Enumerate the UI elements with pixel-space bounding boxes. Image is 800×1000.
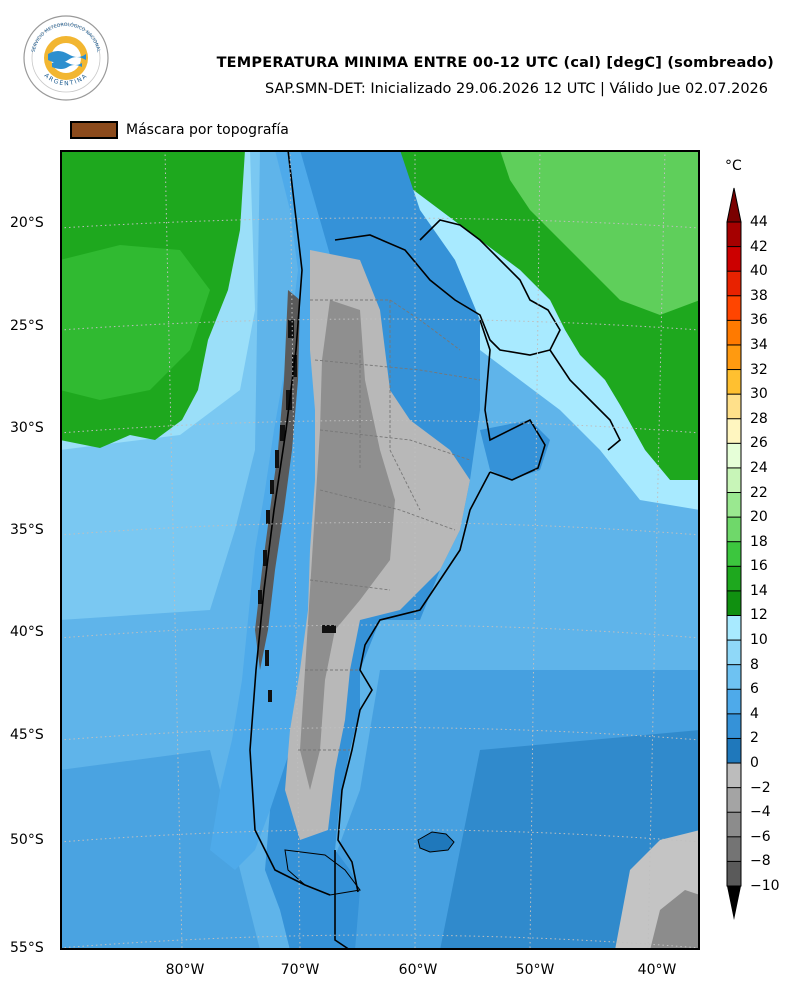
- colorbar-swatch: [727, 689, 741, 715]
- colorbar-tick-label: 0: [750, 755, 759, 772]
- lat-label-35s: 35°S: [10, 522, 44, 538]
- colorbar-swatch: [727, 738, 741, 764]
- lon-label-60w: 60°W: [398, 962, 438, 978]
- colorbar-swatch: [727, 861, 741, 887]
- colorbar-swatch: [727, 222, 741, 248]
- province-borders: [298, 299, 481, 751]
- colorbar-tick-label: 12: [750, 607, 768, 624]
- topography-mask-legend: Máscara por topografía: [70, 121, 289, 139]
- colorbar-swatch: [727, 320, 741, 346]
- smn-logo: SERVICIO METEOROLÓGICO NACIONAL ARGENTIN…: [23, 15, 109, 101]
- colorbar-swatch: [727, 566, 741, 592]
- colorbar-extend-bottom: [727, 886, 741, 920]
- colorbar-swatch: [727, 467, 741, 494]
- lon-label-40w: 40°W: [637, 962, 677, 978]
- colorbar: [726, 187, 742, 920]
- colorbar-tick-label: 42: [750, 238, 768, 255]
- colorbar-tick-label: 16: [750, 558, 768, 575]
- pacific-south-cool: [60, 750, 260, 950]
- colorbar-swatch: [727, 517, 741, 543]
- map-frame: [60, 150, 700, 950]
- colorbar-tick-label: 22: [750, 484, 768, 501]
- colorbar-tick-label: 20: [750, 509, 768, 526]
- topography-mask-label: Máscara por topografía: [126, 122, 289, 138]
- southeast-cold-dark: [650, 890, 700, 950]
- colorbar-tick-label: 30: [750, 386, 768, 403]
- argentina-cold-dark: [300, 300, 395, 790]
- colorbar-swatch: [727, 590, 741, 616]
- colorbar-tick-label: 28: [750, 410, 768, 427]
- colorbar-tick-label: 18: [750, 533, 768, 550]
- colorbar-swatch: [727, 246, 741, 272]
- colorbar-swatch: [727, 763, 741, 789]
- colorbar-tick-label: 36: [750, 312, 768, 329]
- colorbar-swatch: [727, 418, 741, 444]
- colorbar-tick-label: 6: [750, 681, 759, 698]
- colorbar-swatch: [727, 787, 741, 813]
- country-borders: [249, 150, 621, 950]
- lon-label-70w: 70°W: [280, 962, 320, 978]
- graticule: [60, 150, 700, 950]
- colorbar-tick-label: 4: [750, 705, 759, 722]
- colorbar-tick-label: −8: [750, 853, 771, 870]
- colorbar-tick-label: 2: [750, 730, 759, 747]
- temperature-map: [60, 150, 700, 950]
- colorbar-tick-label: 14: [750, 582, 768, 599]
- colorbar-swatch: [727, 640, 741, 666]
- colorbar-swatch: [727, 443, 741, 469]
- lon-label-50w: 50°W: [515, 962, 555, 978]
- lat-label-50s: 50°S: [10, 832, 44, 848]
- colorbar-swatch: [727, 664, 741, 690]
- colorbar-tick-label: 38: [750, 287, 768, 304]
- falkland-islands: [417, 831, 455, 853]
- colorbar-tick-label: 8: [750, 656, 759, 673]
- colorbar-tick-label: −2: [750, 779, 771, 796]
- lat-label-30s: 30°S: [10, 420, 44, 436]
- colorbar-unit: °C: [725, 158, 742, 174]
- colorbar-tick-label: 40: [750, 263, 768, 280]
- colorbar-swatch: [727, 615, 741, 641]
- colorbar-tick-label: 10: [750, 632, 768, 649]
- colorbar-swatch: [727, 812, 741, 838]
- atlantic-green-light: [500, 150, 700, 315]
- colorbar-swatch: [727, 492, 741, 518]
- lat-label-40s: 40°S: [10, 624, 44, 640]
- colorbar-extend-top: [726, 187, 742, 223]
- colorbar-tick-label: −10: [750, 878, 780, 894]
- colorbar-tick-label: 24: [750, 459, 768, 476]
- colorbar-swatch: [727, 713, 741, 739]
- topography-mask-swatch: [70, 121, 118, 139]
- colorbar-tick-label: 32: [750, 361, 768, 378]
- lat-label-45s: 45°S: [10, 727, 44, 743]
- colorbar-swatch: [727, 344, 741, 371]
- colorbar-tick-label: 26: [750, 435, 768, 452]
- lon-label-80w: 80°W: [165, 962, 205, 978]
- uruguay-land: [480, 420, 550, 480]
- colorbar-swatch: [727, 836, 741, 862]
- colorbar-tick-label: 34: [750, 336, 768, 353]
- lat-label-55s: 55°S: [10, 940, 44, 956]
- lat-label-25s: 25°S: [10, 318, 44, 334]
- colorbar-tick-label: −6: [750, 828, 771, 845]
- map-title: TEMPERATURA MINIMA ENTRE 00-12 UTC (cal)…: [216, 55, 774, 71]
- map-subtitle: SAP.SMN-DET: Inicializado 29.06.2026 12 …: [265, 81, 768, 97]
- colorbar-swatch: [727, 369, 741, 395]
- pacific-green-light: [60, 245, 210, 400]
- colorbar-tick-label: −4: [750, 804, 771, 821]
- colorbar-tick-label: 44: [750, 214, 768, 230]
- colorbar-swatch: [727, 295, 741, 321]
- colorbar-swatch: [727, 271, 741, 297]
- lat-label-20s: 20°S: [10, 215, 44, 231]
- colorbar-swatch: [727, 394, 741, 420]
- colorbar-swatch: [727, 541, 741, 567]
